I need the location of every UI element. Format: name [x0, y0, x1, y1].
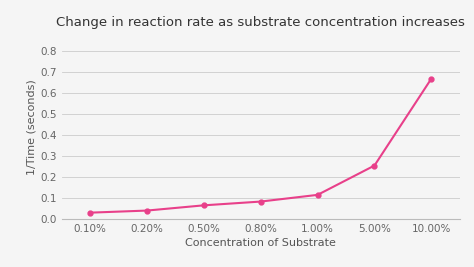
Title: Change in reaction rate as substrate concentration increases: Change in reaction rate as substrate con… [56, 16, 465, 29]
Y-axis label: 1/Time (seconds): 1/Time (seconds) [26, 79, 36, 175]
X-axis label: Concentration of Substrate: Concentration of Substrate [185, 238, 336, 248]
